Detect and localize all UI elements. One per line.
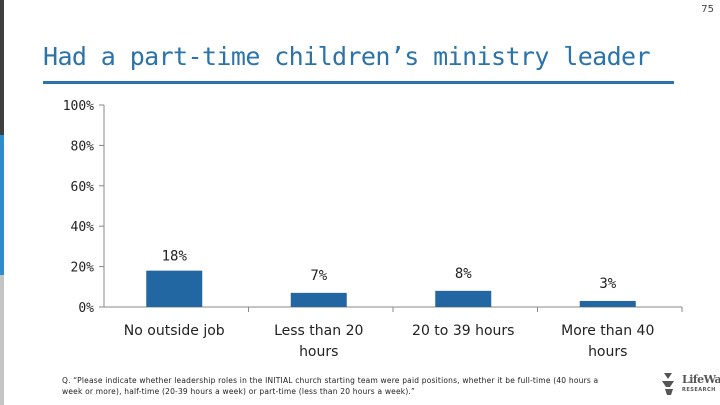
y-tick-label: 100% [63, 99, 94, 114]
data-label: 8% [455, 266, 472, 282]
category-label-line: 20 to 39 hours [412, 323, 514, 339]
bar [579, 300, 636, 307]
chart-labels: 18% No outside job 7% Less than 20 hours 8% 20… [124, 249, 655, 360]
survey-question-footnote: Q. “Please indicate whether leadership r… [62, 376, 599, 396]
category-label-line: No outside job [124, 323, 225, 339]
y-tick-label: 0% [78, 301, 94, 316]
y-tick-label: 20% [71, 261, 95, 276]
data-label: 3% [599, 276, 616, 292]
page-number: 75 [701, 4, 714, 15]
lifeway-logo-icon [662, 373, 674, 395]
category-label-line: hours [299, 344, 338, 360]
page-title: Had a part-time children’s ministry lead… [43, 42, 651, 71]
category-label-line: More than 40 [561, 323, 654, 339]
category-label: 20 to 39 hours [412, 323, 514, 339]
y-tick-label: 40% [71, 220, 95, 235]
data-label: 18% [162, 249, 188, 265]
bar [435, 290, 492, 307]
data-label: 7% [310, 268, 327, 284]
category-label: More than 40 hours [561, 323, 654, 360]
logo-subtitle: RESEARCH [682, 387, 716, 393]
chart-bars [146, 270, 636, 307]
y-tick-label: 60% [71, 180, 95, 195]
title-underline [43, 81, 674, 84]
category-label: No outside job [124, 323, 225, 339]
category-label: Less than 20 hours [274, 323, 363, 360]
bar [146, 270, 203, 307]
left-accent-bar [0, 0, 4, 405]
bar [290, 292, 347, 307]
logo-wordmark: LifeWay [682, 373, 720, 386]
category-label-line: hours [588, 344, 627, 360]
y-tick-label: 80% [71, 139, 95, 154]
category-label-line: Less than 20 [274, 323, 363, 339]
